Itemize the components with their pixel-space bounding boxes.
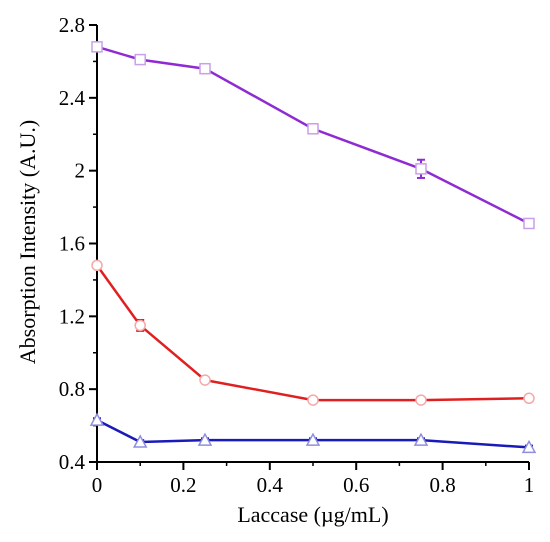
data-point — [199, 62, 211, 75]
x-tick-label: 0.8 — [429, 473, 455, 497]
x-axis-label: Laccase (µg/mL) — [237, 502, 388, 527]
data-point — [132, 434, 148, 448]
y-tick-label: 2.4 — [59, 86, 86, 110]
data-point — [91, 41, 103, 53]
data-point — [307, 394, 319, 406]
y-tick-label: 1.2 — [59, 304, 85, 328]
data-point — [91, 259, 103, 272]
data-point — [523, 217, 535, 230]
data-point — [89, 412, 105, 426]
y-tick-label: 2 — [75, 159, 86, 183]
series-2 — [91, 259, 535, 406]
data-point — [523, 392, 535, 405]
x-tick-label: 0.6 — [343, 473, 369, 497]
data-point — [413, 432, 429, 446]
series-line — [95, 264, 530, 402]
x-tick-label: 1 — [524, 473, 535, 497]
series-line — [96, 419, 530, 449]
data-point — [134, 319, 146, 332]
x-tick-label: 0.2 — [170, 473, 196, 497]
series-layer — [89, 41, 537, 454]
axes — [89, 24, 530, 470]
data-point — [307, 123, 319, 135]
data-point — [134, 53, 146, 66]
y-tick-label: 0.8 — [59, 377, 85, 401]
y-axis-label: Absorption Intensity (A.U.) — [15, 120, 40, 364]
x-tick-label: 0.4 — [257, 473, 284, 497]
data-point — [415, 394, 427, 406]
x-tick-label: 0 — [92, 473, 103, 497]
data-point — [197, 432, 213, 446]
series-line — [96, 45, 530, 225]
y-tick-label: 2.8 — [59, 13, 85, 37]
series-1 — [91, 41, 535, 230]
y-tick-label: 0.4 — [59, 450, 86, 474]
data-point — [521, 439, 537, 454]
y-tick-label: 1.6 — [59, 232, 85, 256]
data-point — [199, 374, 211, 386]
tick-labels: 0 0.2 0.4 0.6 0.8 1 0.4 0.8 1.2 1.6 2 2.4 2.8 — [59, 13, 535, 497]
data-point — [415, 163, 427, 175]
data-point — [305, 432, 321, 446]
series-3 — [89, 412, 537, 454]
